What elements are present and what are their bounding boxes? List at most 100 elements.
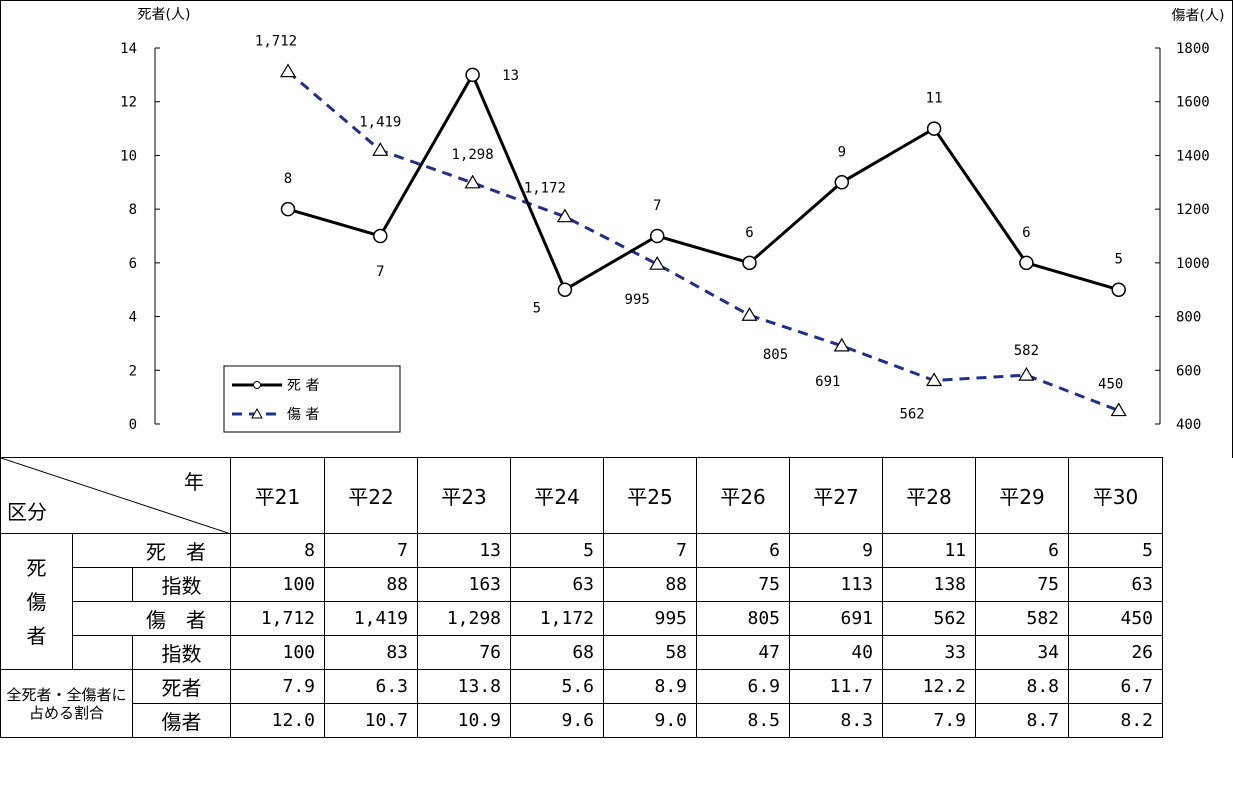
year-header: 平22 [324, 457, 418, 534]
injuries-cell: 691 [789, 601, 883, 636]
year-header: 平21 [230, 457, 325, 534]
deaths-point [557, 282, 573, 297]
ratio-deaths-label: 死者 [132, 669, 231, 704]
ratio-injuries-cell: 8.2 [1068, 703, 1163, 738]
ratio-deaths-cell: 13.8 [417, 669, 511, 704]
deaths-point [1019, 255, 1034, 271]
deaths-index-cell: 163 [417, 567, 511, 602]
deaths-index-row: 指数 100 88 163 63 88 75 113 138 75 63 [1, 567, 1163, 602]
deaths-index-cell: 138 [882, 567, 976, 602]
injuries-cell: 1,419 [324, 601, 418, 636]
injuries-data-label: 805 [763, 347, 788, 363]
deaths-data-label: 6 [745, 225, 753, 241]
left-axis-tick-label: 14 [120, 41, 137, 57]
injuries-point [649, 256, 666, 270]
year-header: 平25 [603, 457, 697, 534]
ratio-injuries-cell: 10.7 [324, 703, 418, 738]
injuries-data-label: 1,419 [359, 114, 401, 130]
deaths-data-label: 8 [284, 171, 292, 187]
deaths-series-line [287, 71, 1120, 292]
chart-area: 0 2 4 6 8 10 12 14 死者(人) 400 600 800 1000 1200 1400 160… [0, 0, 1233, 458]
injuries-cell: 1,172 [510, 601, 604, 636]
ratio-deaths-cell: 6.7 [1068, 669, 1163, 704]
injuries-point [372, 142, 389, 156]
ratio-deaths-cell: 7.9 [230, 669, 325, 704]
deaths-point [465, 67, 480, 83]
deaths-cell: 13 [417, 533, 511, 568]
injuries-index-cell: 47 [696, 635, 790, 670]
year-header: 平23 [417, 457, 511, 534]
injuries-index-label: 指数 [132, 635, 231, 670]
year-header: 平29 [975, 457, 1069, 534]
injuries-cell: 450 [1068, 601, 1163, 636]
ratio-deaths-cell: 6.3 [324, 669, 418, 704]
deaths-index-cell: 88 [324, 567, 418, 602]
year-header: 平27 [789, 457, 883, 534]
ratio-injuries-cell: 8.3 [789, 703, 883, 738]
ratio-deaths-cell: 8.9 [603, 669, 697, 704]
deaths-index-cell: 100 [230, 567, 325, 602]
injuries-index-row: 指数 100 83 76 68 58 47 40 33 34 26 [1, 635, 1163, 670]
ratio-group-label: 全死者・全傷者に占める割合 [0, 669, 133, 738]
ratio-deaths-cell: 6.9 [696, 669, 790, 704]
deaths-index-cell: 75 [696, 567, 790, 602]
injuries-index-cell: 83 [324, 635, 418, 670]
deaths-data-label: 11 [926, 91, 943, 107]
deaths-index-cell: 63 [1068, 567, 1163, 602]
right-axis-tick-label: 400 [1176, 417, 1201, 433]
injuries-row: 傷 者 1,712 1,419 1,298 1,172 995 805 691 … [1, 601, 1163, 636]
injuries-data-label: 995 [625, 292, 650, 308]
injuries-index-cell: 26 [1068, 635, 1163, 670]
year-header: 平24 [510, 457, 604, 534]
deaths-point [373, 228, 388, 244]
right-axis-tick-label: 800 [1176, 310, 1201, 326]
header-row: 年 区分 平21 平22 平23 平24 平25 平26 平27 平28 平29… [0, 457, 1163, 534]
injuries-index-cell: 100 [230, 635, 325, 670]
ratio-deaths-cell: 12.2 [882, 669, 976, 704]
deaths-index-cell: 88 [603, 567, 697, 602]
injuries-point [1110, 402, 1127, 417]
deaths-cell: 7 [603, 533, 697, 568]
deaths-data-label: 6 [1022, 225, 1030, 241]
deaths-index-label: 指数 [132, 567, 231, 602]
spacer-cell [72, 635, 133, 670]
left-axis-tick-label: 2 [129, 363, 137, 379]
injuries-point [556, 208, 573, 223]
deaths-data-label: 7 [653, 198, 661, 214]
data-table: 年 区分 平21 平22 平23 平24 平25 平26 平27 平28 平29… [0, 457, 1163, 738]
deaths-data-label: 13 [502, 68, 519, 84]
injuries-data-label: 691 [815, 374, 840, 390]
deaths-data-label: 5 [1114, 252, 1122, 268]
injuries-index-cell: 34 [975, 635, 1069, 670]
corner-category-label: 区分 [7, 500, 47, 524]
right-axis-title: 傷者(人) [1172, 8, 1225, 24]
injuries-index-cell: 58 [603, 635, 697, 670]
injuries-data-label: 582 [1014, 343, 1039, 359]
ratio-injuries-label: 傷者 [132, 703, 231, 738]
deaths-cell: 6 [975, 533, 1069, 568]
injuries-cell: 805 [696, 601, 790, 636]
left-axis-tick-label: 6 [129, 256, 137, 272]
right-axis-tick-label: 1400 [1176, 148, 1210, 164]
deaths-label: 死 者 [72, 533, 231, 568]
ratio-deaths-row: 全死者・全傷者に占める割合 死者 7.9 6.3 13.8 5.6 8.9 6.… [0, 669, 1163, 738]
deaths-index-cell: 113 [789, 567, 883, 602]
left-axis-title: 死者(人) [138, 7, 191, 23]
deaths-point [1111, 282, 1126, 297]
year-header: 平28 [882, 457, 976, 534]
right-axis-tick-label: 1000 [1176, 256, 1210, 272]
legend-injuries-marker [251, 407, 263, 419]
injuries-data-label: 562 [899, 406, 924, 422]
deaths-index-cell: 75 [975, 567, 1069, 602]
injuries-cell: 582 [975, 601, 1069, 636]
injuries-index-cell: 68 [510, 635, 604, 670]
deaths-data-label: 7 [376, 264, 384, 280]
deaths-cell: 5 [510, 533, 604, 568]
left-axis-tick-label: 0 [129, 417, 137, 433]
deaths-cell: 7 [324, 533, 418, 568]
casualty-group-label: 死 傷 者 [0, 533, 73, 670]
injuries-point [279, 63, 297, 78]
injuries-index-cell: 33 [882, 635, 976, 670]
deaths-cell: 6 [696, 533, 790, 568]
injuries-data-label: 1,298 [452, 147, 494, 163]
